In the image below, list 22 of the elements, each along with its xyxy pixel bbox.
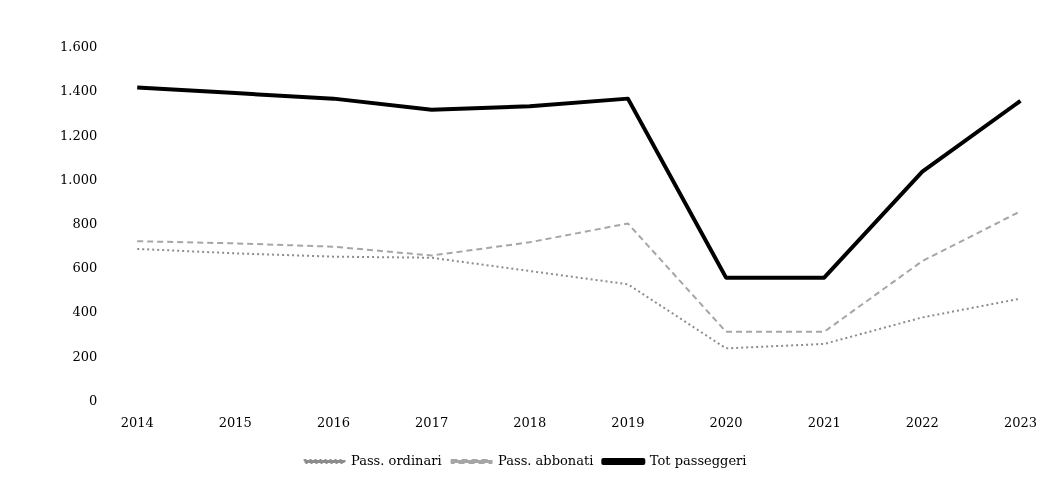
x-tick-label: 2018 bbox=[513, 414, 547, 430]
x-tick-label: 2020 bbox=[709, 414, 743, 430]
y-tick-label: 1.200 bbox=[60, 127, 98, 143]
y-tick-label: 400 bbox=[72, 304, 98, 320]
legend-label: Pass. ordinari bbox=[351, 452, 442, 468]
x-tick-label: 2017 bbox=[415, 414, 449, 430]
x-tick-label: 2023 bbox=[1003, 414, 1037, 430]
y-tick-label: 0 bbox=[88, 392, 98, 408]
x-tick-label: 2021 bbox=[807, 414, 841, 430]
legend-label: Tot passeggeri bbox=[649, 452, 747, 468]
y-tick-label: 1.400 bbox=[60, 83, 98, 99]
x-tick-label: 2016 bbox=[316, 414, 351, 430]
y-tick-label: 800 bbox=[72, 215, 98, 231]
y-tick-label: 600 bbox=[72, 260, 98, 276]
legend-label: Pass. abbonati bbox=[498, 452, 594, 468]
x-tick-label: 2014 bbox=[120, 414, 154, 430]
x-tick-label: 2015 bbox=[218, 414, 252, 430]
x-tick-label: 2022 bbox=[905, 414, 939, 430]
y-tick-label: 1.600 bbox=[60, 39, 98, 55]
y-tick-label: 200 bbox=[72, 348, 98, 364]
y-tick-label: 1.000 bbox=[60, 171, 98, 187]
x-tick-label: 2019 bbox=[611, 414, 645, 430]
